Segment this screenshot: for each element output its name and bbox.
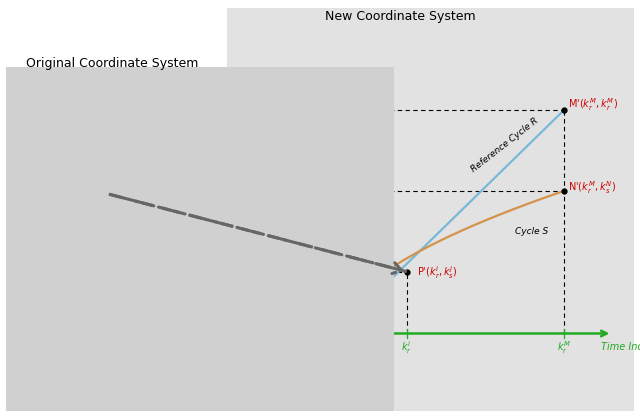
Text: $k_s^j$: $k_s^j$ [103,362,115,379]
Text: Reference Cycle R: Reference Cycle R [187,184,270,203]
Text: P'$(k_r^i, k_s^j)$: P'$(k_r^i, k_s^j)$ [417,264,458,281]
Text: Cycle S: Cycle S [147,212,175,243]
Text: M'$(k_r^M, k_r^M)$: M'$(k_r^M, k_r^M)$ [568,96,618,113]
Text: M$(k_r^M, V_r^M)$: M$(k_r^M, V_r^M)$ [239,336,287,353]
Text: $k_r^i$: $k_r^i$ [401,339,412,356]
Text: $k_r^M$: $k_r^M$ [311,102,325,119]
Text: Time Index: Time Index [322,70,332,124]
Text: $(0, V_r^0)$: $(0, V_r^0)$ [81,148,113,165]
Text: P$(k_s^j, V_s^j)$: P$(k_s^j, V_s^j)$ [108,174,147,191]
Text: Reference Cycle R: Reference Cycle R [470,116,540,174]
Text: N$(k_s^N, V_s^N)$: N$(k_s^N, V_s^N)$ [167,319,212,336]
Text: $V_s^j$: $V_s^j$ [60,186,72,202]
Text: Voltage (V): Voltage (V) [62,133,72,187]
Text: Time Index: Time Index [295,367,349,377]
Text: $k_s^N$: $k_s^N$ [158,362,172,379]
Text: $k_s^N$: $k_s^N$ [312,183,325,199]
Text: $k_s^j$: $k_s^j$ [313,263,324,280]
Text: New Coordinate System: New Coordinate System [324,10,476,23]
Text: Time Index: Time Index [601,341,640,352]
Text: $k_r^M$: $k_r^M$ [557,339,571,356]
Text: Cycle S: Cycle S [515,227,548,236]
Text: Original Coordinate System: Original Coordinate System [26,57,198,70]
Text: $V_r^i$: $V_r^i$ [60,204,72,220]
Text: N'$(k_r^M, k_s^N)$: N'$(k_r^M, k_s^N)$ [568,179,616,196]
Text: $V_r^0$: $V_r^0$ [60,154,73,171]
Text: $k_r^M$: $k_r^M$ [259,362,273,379]
Text: $k_r^i$: $k_r^i$ [132,362,143,379]
Text: O'(0, 0): O'(0, 0) [319,343,355,353]
